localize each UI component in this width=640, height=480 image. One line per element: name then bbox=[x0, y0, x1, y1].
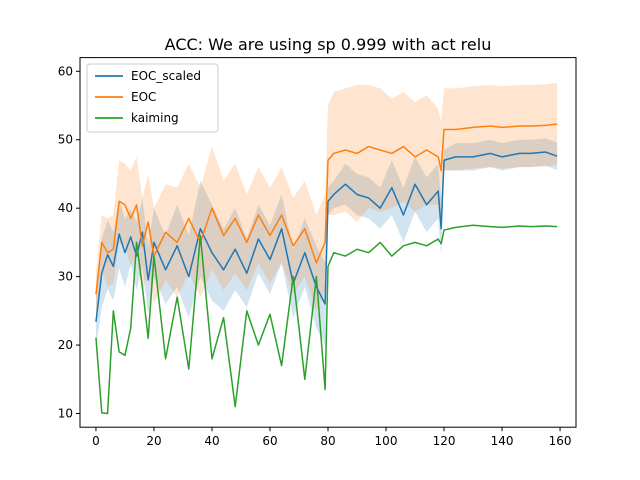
series-lines bbox=[95, 123, 558, 415]
x-tick-label: 20 bbox=[146, 434, 161, 448]
chart-title: ACC: We are using sp 0.999 with act relu bbox=[165, 35, 492, 54]
x-tick-label: 0 bbox=[92, 434, 100, 448]
y-tick-label: 40 bbox=[58, 201, 73, 215]
line-eoc bbox=[95, 123, 558, 295]
legend: EOC_scaled EOC kaiming bbox=[86, 63, 219, 133]
x-tick-label: 120 bbox=[433, 434, 456, 448]
legend-label: EOC bbox=[131, 90, 156, 104]
legend-box bbox=[86, 63, 219, 133]
legend-label: EOC_scaled bbox=[131, 69, 201, 83]
x-tick-label: 80 bbox=[320, 434, 335, 448]
y-axis: 10 20 30 40 50 60 bbox=[58, 64, 80, 421]
line-eoc-scaled bbox=[95, 151, 558, 322]
y-tick-label: 30 bbox=[58, 270, 73, 284]
x-tick-label: 40 bbox=[204, 434, 219, 448]
y-tick-label: 10 bbox=[58, 407, 73, 421]
legend-label: kaiming bbox=[131, 111, 179, 125]
x-axis: 0 20 40 60 80 100 120 140 160 bbox=[92, 427, 571, 448]
line-kaiming bbox=[95, 224, 558, 415]
y-tick-label: 60 bbox=[58, 64, 73, 78]
y-tick-label: 50 bbox=[58, 133, 73, 147]
x-tick-label: 100 bbox=[375, 434, 398, 448]
y-tick-label: 20 bbox=[58, 338, 73, 352]
x-tick-label: 60 bbox=[262, 434, 277, 448]
x-tick-label: 140 bbox=[491, 434, 514, 448]
x-tick-label: 160 bbox=[549, 434, 572, 448]
